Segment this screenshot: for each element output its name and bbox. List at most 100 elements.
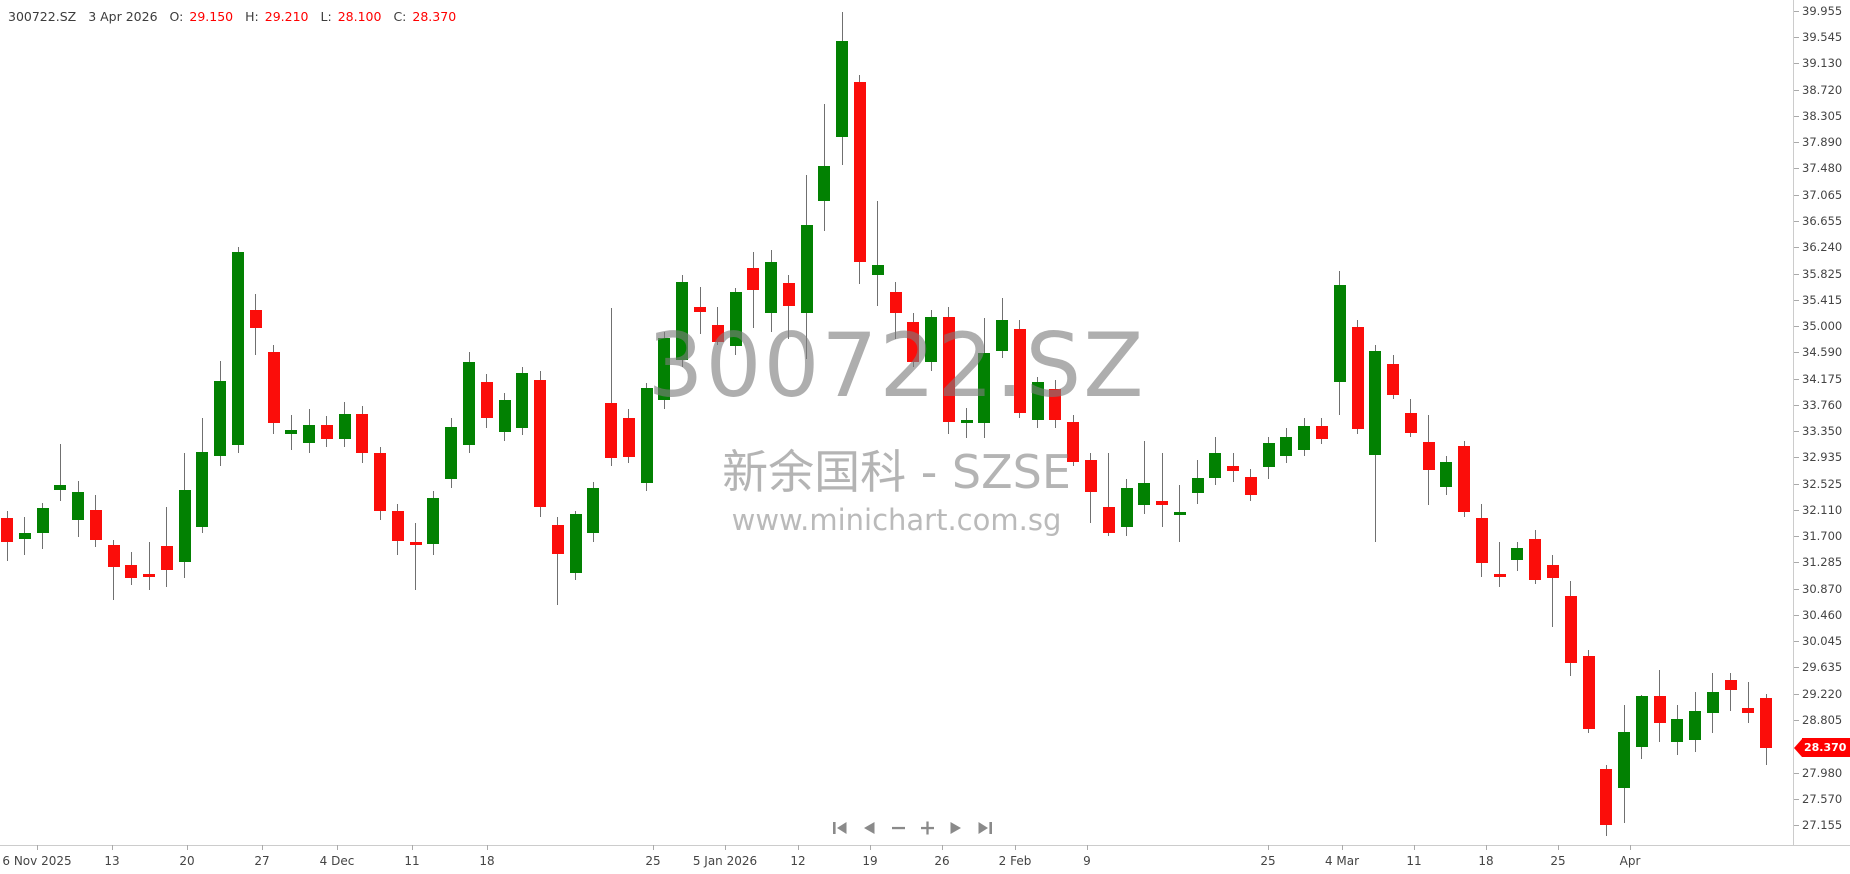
price-tick-label: 31.700 <box>1802 528 1843 543</box>
candle-body <box>498 399 511 432</box>
date-tick-label: 12 <box>790 854 806 868</box>
zoom-in-icon <box>920 821 934 834</box>
skip-to-end-button[interactable] <box>977 820 993 835</box>
date-tick-label: 25 <box>1550 854 1566 868</box>
candle-body <box>480 382 493 419</box>
price-tick-label: 37.890 <box>1802 135 1843 150</box>
candle-body <box>711 324 724 342</box>
price-tick <box>1794 352 1799 354</box>
skip-to-start-button[interactable] <box>832 820 848 835</box>
candle-body <box>338 413 351 440</box>
last-price-tag: 28.370 <box>1794 738 1850 758</box>
candle-body <box>871 265 884 276</box>
price-tick <box>1794 798 1799 800</box>
date-tick <box>37 845 38 850</box>
candle-body <box>1209 453 1222 479</box>
price-tick-label: 36.655 <box>1802 213 1843 228</box>
date-tick <box>187 845 188 850</box>
candle-body <box>1475 518 1488 564</box>
candle-wick <box>1730 672 1732 711</box>
price-tick-label: 37.065 <box>1802 187 1843 202</box>
price-tick <box>1794 457 1799 459</box>
candle-body <box>249 310 262 328</box>
candles-layer <box>1 11 1773 837</box>
candle-body <box>1706 691 1719 713</box>
step-forward-button[interactable] <box>948 820 964 835</box>
candlestick-plot[interactable]: 300722.SZ 新余国科 - SZSE www.minichart.com.… <box>0 0 1793 845</box>
price-tick-label: 36.240 <box>1802 240 1843 255</box>
candle-body <box>818 166 831 202</box>
price-tick-label: 30.045 <box>1802 634 1843 649</box>
candle-body <box>160 545 173 571</box>
price-tick <box>1794 614 1799 616</box>
low-key: L: <box>320 8 332 24</box>
date-tick <box>1630 845 1631 850</box>
price-tick-label: 32.935 <box>1802 450 1843 465</box>
price-tick-label: 29.635 <box>1802 660 1843 675</box>
candle-wick <box>788 275 790 339</box>
price-tick <box>1794 89 1799 91</box>
candle-body <box>427 497 440 544</box>
date-tick <box>1342 845 1343 850</box>
open-value: 29.150 <box>189 8 234 24</box>
candle-wick <box>113 540 115 600</box>
price-tick <box>1794 431 1799 433</box>
candle-body <box>658 338 671 400</box>
candle-body <box>694 307 707 313</box>
zoom-out-button[interactable] <box>890 820 906 835</box>
price-tick <box>1794 562 1799 564</box>
date-tick <box>412 845 413 850</box>
candle-body <box>587 488 600 534</box>
candle-body <box>72 492 85 521</box>
date-tick-label: 2 Feb <box>998 854 1032 868</box>
price-tick-label: 32.525 <box>1802 476 1843 491</box>
candle-body <box>1724 680 1737 691</box>
candle-body <box>800 224 813 314</box>
price-tick <box>1794 509 1799 511</box>
candle-body <box>18 532 31 539</box>
date-tick-label: 4 Dec <box>319 854 355 868</box>
candle-body <box>1546 565 1559 578</box>
candle-body <box>143 574 156 578</box>
price-tick-label: 35.415 <box>1802 292 1843 307</box>
candle-body <box>1031 382 1044 421</box>
candle-body <box>1404 412 1417 433</box>
candle-wick <box>752 251 754 328</box>
date-tick-label: 18 <box>479 854 495 868</box>
candle-body <box>836 40 849 137</box>
candle-body <box>782 283 795 307</box>
date-tick <box>653 845 654 850</box>
price-tick-label: 38.305 <box>1802 108 1843 123</box>
date-tick-label: 13 <box>104 854 120 868</box>
price-tick <box>1794 142 1799 144</box>
price-tick-label: 35.000 <box>1802 319 1843 334</box>
date-tick <box>1015 845 1016 850</box>
candle-body <box>1067 422 1080 463</box>
candle-body <box>1156 500 1169 506</box>
price-tick <box>1794 535 1799 537</box>
price-tick <box>1794 825 1799 826</box>
price-tick <box>1794 168 1799 170</box>
price-tick <box>1794 115 1799 117</box>
candle-body <box>445 427 458 479</box>
price-tick-label: 30.870 <box>1802 581 1843 596</box>
candle-wick <box>1552 555 1554 627</box>
price-tick-label: 27.980 <box>1802 765 1843 780</box>
candle-body <box>1315 425 1328 440</box>
date-tick <box>870 845 871 850</box>
candle-body <box>374 453 387 511</box>
candle-body <box>54 485 67 491</box>
candle-body <box>1600 769 1613 826</box>
candle-body <box>303 424 316 444</box>
candle-body <box>409 542 422 546</box>
step-back-button[interactable] <box>861 820 877 835</box>
candle-body <box>640 387 653 484</box>
candle-body <box>1422 442 1435 471</box>
date-tick-label: 19 <box>862 854 878 868</box>
price-tick <box>1794 667 1799 669</box>
candle-body <box>1440 462 1453 487</box>
price-tick-label: 33.760 <box>1802 397 1843 412</box>
zoom-in-button[interactable] <box>919 820 935 835</box>
candle-wick <box>59 443 61 501</box>
candle-wick <box>877 201 879 307</box>
